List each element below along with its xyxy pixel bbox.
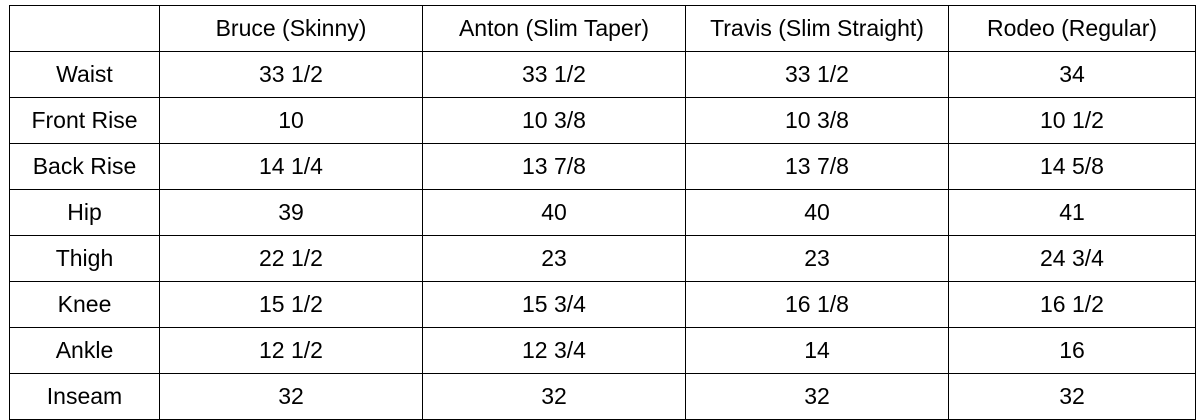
table-cell: 23 bbox=[422, 235, 686, 282]
table-cell: 12 1/2 bbox=[159, 327, 423, 374]
table-cell: 22 1/2 bbox=[159, 235, 423, 282]
table-cell: 15 1/2 bbox=[159, 281, 423, 328]
column-header-anton: Anton (Slim Taper) bbox=[422, 5, 686, 52]
column-header-rodeo: Rodeo (Regular) bbox=[948, 5, 1196, 52]
table-cell: 40 bbox=[422, 189, 686, 236]
table-cell: 10 3/8 bbox=[685, 97, 949, 144]
table-cell: 40 bbox=[685, 189, 949, 236]
table-row: Back Rise 14 1/4 13 7/8 13 7/8 14 5/8 bbox=[9, 143, 1196, 190]
table-cell: 32 bbox=[159, 373, 423, 420]
table-cell: 24 3/4 bbox=[948, 235, 1196, 282]
row-label: Hip bbox=[9, 189, 160, 236]
table-cell: 33 1/2 bbox=[159, 51, 423, 98]
table-row: Knee 15 1/2 15 3/4 16 1/8 16 1/2 bbox=[9, 281, 1196, 328]
table-cell: 32 bbox=[685, 373, 949, 420]
table-row: Inseam 32 32 32 32 bbox=[9, 373, 1196, 420]
row-label: Front Rise bbox=[9, 97, 160, 144]
table-row: Hip 39 40 40 41 bbox=[9, 189, 1196, 236]
table-row: Waist 33 1/2 33 1/2 33 1/2 34 bbox=[9, 51, 1196, 98]
table-cell: 13 7/8 bbox=[422, 143, 686, 190]
column-header-travis: Travis (Slim Straight) bbox=[685, 5, 949, 52]
table-cell: 16 1/2 bbox=[948, 281, 1196, 328]
table-cell: 14 bbox=[685, 327, 949, 374]
column-header-bruce: Bruce (Skinny) bbox=[159, 5, 423, 52]
table-row: Front Rise 10 10 3/8 10 3/8 10 1/2 bbox=[9, 97, 1196, 144]
row-label: Thigh bbox=[9, 235, 160, 282]
table-cell: 41 bbox=[948, 189, 1196, 236]
row-label: Knee bbox=[9, 281, 160, 328]
table-cell: 10 bbox=[159, 97, 423, 144]
table-cell: 10 1/2 bbox=[948, 97, 1196, 144]
table-cell: 33 1/2 bbox=[685, 51, 949, 98]
row-label: Inseam bbox=[9, 373, 160, 420]
table-row: Ankle 12 1/2 12 3/4 14 16 bbox=[9, 327, 1196, 374]
table-cell: 32 bbox=[422, 373, 686, 420]
table-cell: 15 3/4 bbox=[422, 281, 686, 328]
table-cell: 39 bbox=[159, 189, 423, 236]
table-cell: 10 3/8 bbox=[422, 97, 686, 144]
table-cell: 32 bbox=[948, 373, 1196, 420]
corner-cell bbox=[9, 5, 160, 52]
table-cell: 16 bbox=[948, 327, 1196, 374]
table-cell: 13 7/8 bbox=[685, 143, 949, 190]
table-cell: 12 3/4 bbox=[422, 327, 686, 374]
size-chart: Bruce (Skinny) Anton (Slim Taper) Travis… bbox=[9, 5, 1196, 420]
table-cell: 23 bbox=[685, 235, 949, 282]
table-cell: 16 1/8 bbox=[685, 281, 949, 328]
header-row: Bruce (Skinny) Anton (Slim Taper) Travis… bbox=[9, 5, 1196, 52]
measurement-table: Bruce (Skinny) Anton (Slim Taper) Travis… bbox=[9, 5, 1196, 420]
table-cell: 14 1/4 bbox=[159, 143, 423, 190]
table-row: Thigh 22 1/2 23 23 24 3/4 bbox=[9, 235, 1196, 282]
row-label: Back Rise bbox=[9, 143, 160, 190]
row-label: Ankle bbox=[9, 327, 160, 374]
table-cell: 33 1/2 bbox=[422, 51, 686, 98]
table-cell: 14 5/8 bbox=[948, 143, 1196, 190]
table-cell: 34 bbox=[948, 51, 1196, 98]
row-label: Waist bbox=[9, 51, 160, 98]
